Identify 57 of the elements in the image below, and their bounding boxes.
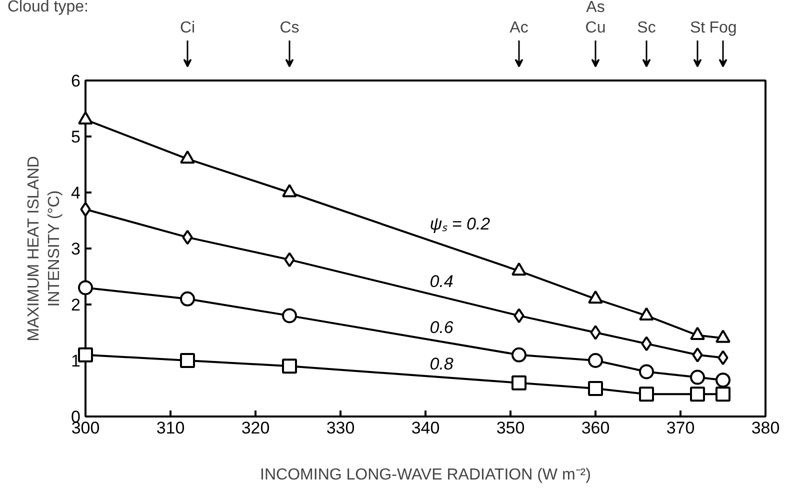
x-axis-title: INCOMING LONG-WAVE RADIATION (W m⁻²) [260,466,591,484]
x-tick-label: 380 [751,418,780,438]
point [641,336,652,352]
x-tick-label: 320 [241,418,270,438]
x-tick-label: 370 [666,418,695,438]
point [718,350,728,366]
y-axis-title: MAXIMUM HEAT ISLAND INTENSITY (°C) [26,156,64,342]
point [512,347,526,362]
point [78,111,93,124]
point [282,358,297,374]
point [690,386,705,402]
point [512,262,526,276]
y-tick-label: 5 [71,128,81,146]
text: Sc [637,20,656,36]
text: Ci [180,20,196,36]
point [80,202,91,217]
series-label: 0.8 [430,354,454,374]
series-label: ψₛ = 0.2 [430,214,491,234]
text: Fog [709,20,737,36]
point [716,372,730,388]
text: Cs [280,20,300,36]
point [716,386,730,402]
y-tick-label: 4 [71,184,81,202]
point [182,230,193,245]
point [180,150,195,164]
text: St [690,20,706,36]
text: As Cu [585,0,606,36]
point [514,308,524,324]
point [588,290,603,304]
point [639,386,654,402]
point [512,375,526,390]
point [692,347,703,362]
y-tick-label: 6 [71,72,81,90]
y-tick-label: 2 [71,296,81,314]
point [639,364,654,380]
point [78,280,93,296]
series-label: 0.4 [430,272,454,292]
x-tick-label: 310 [156,418,185,438]
x-tick-label: 360 [581,418,610,438]
point [588,353,603,368]
point [78,347,93,362]
y-tick-label: 1 [71,352,81,370]
series-label: 0.6 [430,318,454,337]
point [690,370,705,385]
text: Ac [510,20,528,36]
text: Cloud type: [8,0,88,16]
point [282,308,297,324]
point [590,325,601,340]
point [282,184,297,198]
point [588,381,603,396]
y-tick-label: 3 [71,240,81,258]
point [180,291,195,306]
x-tick-label: 350 [496,418,525,438]
x-tick-label: 340 [411,418,440,438]
point [180,353,195,368]
point [284,252,295,268]
x-tick-label: 330 [326,418,355,438]
